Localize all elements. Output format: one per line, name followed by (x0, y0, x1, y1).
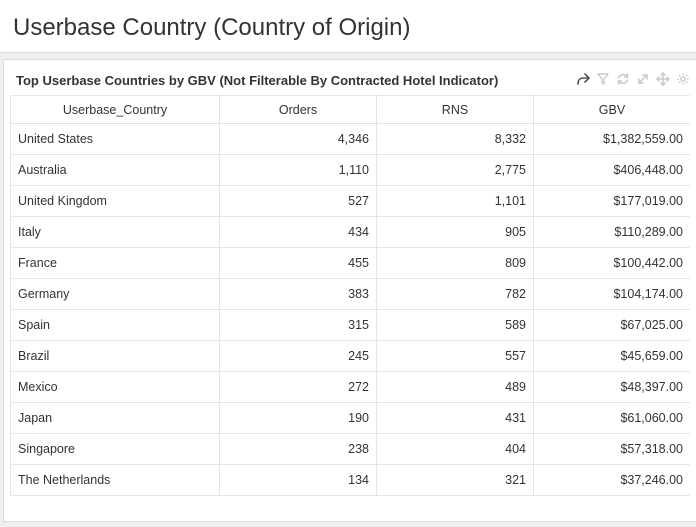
orders-cell: 272 (219, 371, 377, 403)
rns-cell: 809 (376, 247, 534, 279)
rns-cell: 404 (376, 433, 534, 465)
table-header-row: Userbase_Country Orders RNS GBV (10, 95, 690, 124)
panel-toolbar (575, 71, 691, 87)
gbv-cell: $177,019.00 (533, 185, 690, 217)
gbv-cell: $110,289.00 (533, 216, 690, 248)
data-table-container[interactable]: Userbase_Country Orders RNS GBV United S… (10, 95, 690, 505)
country-cell: Italy (10, 216, 220, 248)
orders-cell: 383 (219, 278, 377, 310)
gbv-cell: $57,318.00 (533, 433, 690, 465)
orders-cell: 190 (219, 402, 377, 434)
filter-icon[interactable] (595, 71, 611, 87)
table-row[interactable]: Japan 190 431 $61,060.00 (10, 402, 690, 434)
rns-cell: 431 (376, 402, 534, 434)
table-row[interactable]: Singapore 238 404 $57,318.00 (10, 433, 690, 465)
country-cell: Australia (10, 154, 220, 186)
country-cell: United Kingdom (10, 185, 220, 217)
rns-cell: 589 (376, 309, 534, 341)
country-cell: United States (10, 123, 220, 155)
orders-cell: 527 (219, 185, 377, 217)
gbv-cell: $45,659.00 (533, 340, 690, 372)
gbv-cell: $1,382,559.00 (533, 123, 690, 155)
gbv-cell: $67,025.00 (533, 309, 690, 341)
refresh-icon[interactable] (615, 71, 631, 87)
rns-cell: 905 (376, 216, 534, 248)
table-row[interactable]: Italy 434 905 $110,289.00 (10, 216, 690, 248)
column-header-orders[interactable]: Orders (219, 95, 377, 124)
gbv-cell: $37,246.00 (533, 464, 690, 496)
country-cell: Mexico (10, 371, 220, 403)
orders-cell: 134 (219, 464, 377, 496)
page-title: Userbase Country (Country of Origin) (13, 14, 411, 41)
table-bottom-fade (10, 501, 690, 505)
gbv-cell: $406,448.00 (533, 154, 690, 186)
column-header-userbase-country[interactable]: Userbase_Country (10, 95, 220, 124)
data-table: Userbase_Country Orders RNS GBV United S… (10, 95, 690, 496)
table-row[interactable]: The Netherlands 134 321 $37,246.00 (10, 464, 690, 496)
table-row[interactable]: Spain 315 589 $67,025.00 (10, 309, 690, 341)
dashboard-header: Userbase Country (Country of Origin) (0, 0, 696, 53)
orders-cell: 238 (219, 433, 377, 465)
rns-cell: 2,775 (376, 154, 534, 186)
rns-cell: 557 (376, 340, 534, 372)
rns-cell: 8,332 (376, 123, 534, 155)
move-icon[interactable] (655, 71, 671, 87)
country-cell: Singapore (10, 433, 220, 465)
table-row[interactable]: Australia 1,110 2,775 $406,448.00 (10, 154, 690, 186)
orders-cell: 4,346 (219, 123, 377, 155)
orders-cell: 1,110 (219, 154, 377, 186)
share-icon[interactable] (575, 71, 591, 87)
country-cell: The Netherlands (10, 464, 220, 496)
country-cell: France (10, 247, 220, 279)
column-header-gbv[interactable]: GBV (533, 95, 690, 124)
panel-title: Top Userbase Countries by GBV (Not Filte… (16, 73, 499, 88)
country-cell: Brazil (10, 340, 220, 372)
table-row[interactable]: United Kingdom 527 1,101 $177,019.00 (10, 185, 690, 217)
country-cell: Spain (10, 309, 220, 341)
rns-cell: 1,101 (376, 185, 534, 217)
expand-icon[interactable] (635, 71, 651, 87)
country-cell: Japan (10, 402, 220, 434)
country-cell: Germany (10, 278, 220, 310)
table-row[interactable]: United States 4,346 8,332 $1,382,559.00 (10, 123, 690, 155)
orders-cell: 434 (219, 216, 377, 248)
rns-cell: 321 (376, 464, 534, 496)
orders-cell: 245 (219, 340, 377, 372)
gbv-cell: $100,442.00 (533, 247, 690, 279)
orders-cell: 455 (219, 247, 377, 279)
table-panel: Top Userbase Countries by GBV (Not Filte… (3, 59, 696, 522)
gbv-cell: $104,174.00 (533, 278, 690, 310)
table-row[interactable]: Brazil 245 557 $45,659.00 (10, 340, 690, 372)
settings-icon[interactable] (675, 71, 691, 87)
table-row[interactable]: Germany 383 782 $104,174.00 (10, 278, 690, 310)
table-row[interactable]: Mexico 272 489 $48,397.00 (10, 371, 690, 403)
column-header-rns[interactable]: RNS (376, 95, 534, 124)
orders-cell: 315 (219, 309, 377, 341)
gbv-cell: $61,060.00 (533, 402, 690, 434)
rns-cell: 782 (376, 278, 534, 310)
gbv-cell: $48,397.00 (533, 371, 690, 403)
table-row[interactable]: France 455 809 $100,442.00 (10, 247, 690, 279)
rns-cell: 489 (376, 371, 534, 403)
